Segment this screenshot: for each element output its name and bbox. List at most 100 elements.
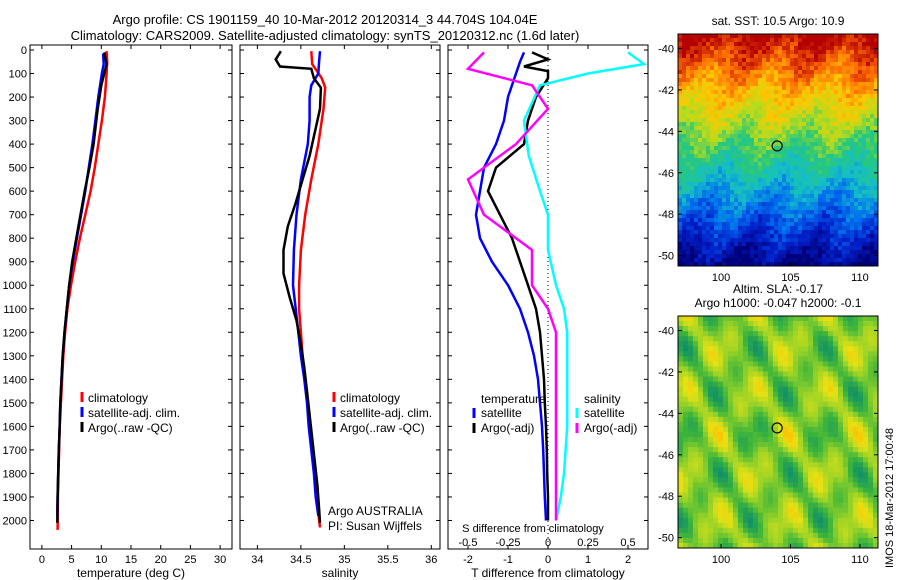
imos-timestamp: IMOS 18-Mar-2012 17:00:48 — [884, 427, 896, 568]
legend-label: satellite — [584, 406, 625, 420]
x-tick-label: 34.5 — [290, 554, 311, 566]
s-tick-label: -0.25 — [495, 537, 520, 549]
legend-title-salinity: salinity — [584, 392, 621, 406]
x-axis-label: salinity — [322, 566, 359, 580]
y-tick-label: 300 — [9, 116, 27, 128]
x-tick-label: -2 — [463, 554, 473, 566]
map-frame — [677, 33, 879, 267]
y-tick-label: 600 — [9, 186, 27, 198]
series-line-satelliteadjclim — [291, 51, 322, 516]
map-title: Altim. SLA: -0.17 — [733, 282, 823, 296]
y-tick-label: 900 — [9, 257, 27, 269]
x-axis-label: temperature (deg C) — [77, 566, 185, 580]
lat-tick-label: -40 — [658, 44, 674, 56]
s-axis-label: S difference from climatology — [462, 523, 604, 535]
lat-tick-label: -44 — [658, 408, 674, 420]
series-line-argoadj — [465, 51, 558, 521]
x-tick-label: 34 — [251, 554, 263, 566]
legend-label: Argo(..raw -QC) — [340, 421, 425, 435]
legend-label: climatology — [88, 391, 148, 405]
s-tick-label: -0.5 — [459, 537, 478, 549]
s-tick-label: 0.5 — [620, 537, 635, 549]
x-tick-label: 30 — [214, 554, 226, 566]
sla-map — [677, 315, 879, 549]
map-frame — [677, 315, 879, 549]
series-line-argorawqc — [274, 50, 323, 523]
y-tick-label: 1800 — [3, 468, 27, 480]
y-tick-label: 2000 — [3, 515, 27, 527]
y-tick-label: 100 — [9, 69, 27, 81]
lat-tick-label: -46 — [658, 168, 674, 180]
y-tick-label: 500 — [9, 163, 27, 175]
lat-tick-label: -44 — [658, 126, 674, 138]
lon-tick-label: 105 — [781, 554, 799, 566]
figure-title-line1: Argo profile: CS 1901159_40 10-Mar-2012 … — [112, 12, 538, 27]
sst-map — [677, 33, 879, 267]
lat-tick-label: -50 — [658, 251, 674, 263]
annotation-program: Argo AUSTRALIA — [328, 504, 423, 518]
annotation-pi: PI: Susan Wijffels — [328, 519, 422, 533]
lon-tick-label: 105 — [781, 272, 799, 284]
x-tick-label: 5 — [69, 554, 75, 566]
series-line-satellite — [474, 51, 548, 521]
series-line-satellite — [522, 51, 648, 521]
legend-label: climatology — [340, 391, 400, 405]
y-tick-label: 1000 — [3, 280, 27, 292]
x-tick-label: 15 — [125, 554, 137, 566]
x-tick-label: 0 — [545, 554, 551, 566]
lon-tick-label: 110 — [851, 272, 869, 284]
y-tick-label: 700 — [9, 210, 27, 222]
legend-label: Argo(-adj) — [481, 421, 534, 435]
lat-tick-label: -42 — [658, 367, 674, 379]
lat-tick-label: -50 — [658, 533, 674, 545]
lat-tick-label: -48 — [658, 491, 674, 503]
y-tick-label: 1500 — [3, 398, 27, 410]
x-tick-label: 1 — [585, 554, 591, 566]
map-title: sat. SST: 10.5 Argo: 10.9 — [712, 14, 845, 28]
x-tick-label: 0 — [39, 554, 45, 566]
lat-tick-label: -42 — [658, 85, 674, 97]
y-tick-label: 1700 — [3, 445, 27, 457]
x-tick-label: 35.5 — [377, 554, 398, 566]
plot-frame-2 — [239, 44, 441, 550]
legend-label: Argo(-adj) — [584, 421, 637, 435]
argo-position-marker — [771, 140, 783, 152]
series-line-argorawqc — [56, 52, 108, 523]
y-tick-label: 1200 — [3, 327, 27, 339]
argo-position-marker — [771, 422, 783, 434]
lon-tick-label: 110 — [851, 554, 869, 566]
lon-tick-label: 100 — [712, 554, 730, 566]
x-tick-label: 20 — [155, 554, 167, 566]
lat-tick-label: -46 — [658, 450, 674, 462]
lat-tick-label: -40 — [658, 326, 674, 338]
s-tick-label: 0 — [545, 537, 551, 549]
figure-title-line2: Climatology: CARS2009. Satellite-adjuste… — [70, 28, 580, 43]
x-tick-label: 2 — [625, 554, 631, 566]
y-tick-label: 1600 — [3, 421, 27, 433]
legend-label: satellite-adj. clim. — [340, 406, 432, 420]
series-line-argoadj — [486, 51, 552, 521]
x-tick-label: 25 — [184, 554, 196, 566]
y-tick-label: 0 — [21, 45, 27, 57]
y-tick-label: 400 — [9, 139, 27, 151]
legend-label: satellite — [481, 406, 522, 420]
y-tick-label: 200 — [9, 92, 27, 104]
x-tick-label: 10 — [95, 554, 107, 566]
s-tick-label: 0.25 — [577, 537, 598, 549]
legend-title-temperature: temperature — [481, 392, 546, 406]
y-tick-label: 1100 — [3, 304, 27, 316]
y-tick-label: 1400 — [3, 374, 27, 386]
y-tick-label: 1300 — [3, 351, 27, 363]
lat-tick-label: -48 — [658, 209, 674, 221]
y-tick-label: 1900 — [3, 492, 27, 504]
x-tick-label: 36 — [425, 554, 437, 566]
y-tick-label: 800 — [9, 233, 27, 245]
x-tick-label: -1 — [503, 554, 513, 566]
map-title: Argo h1000: -0.047 h2000: -0.1 — [695, 296, 862, 310]
legend-label: Argo(..raw -QC) — [88, 421, 173, 435]
plot-frame-1 — [29, 44, 233, 550]
legend-label: satellite-adj. clim. — [88, 406, 180, 420]
lon-tick-label: 100 — [712, 272, 730, 284]
x-tick-label: 35 — [338, 554, 350, 566]
